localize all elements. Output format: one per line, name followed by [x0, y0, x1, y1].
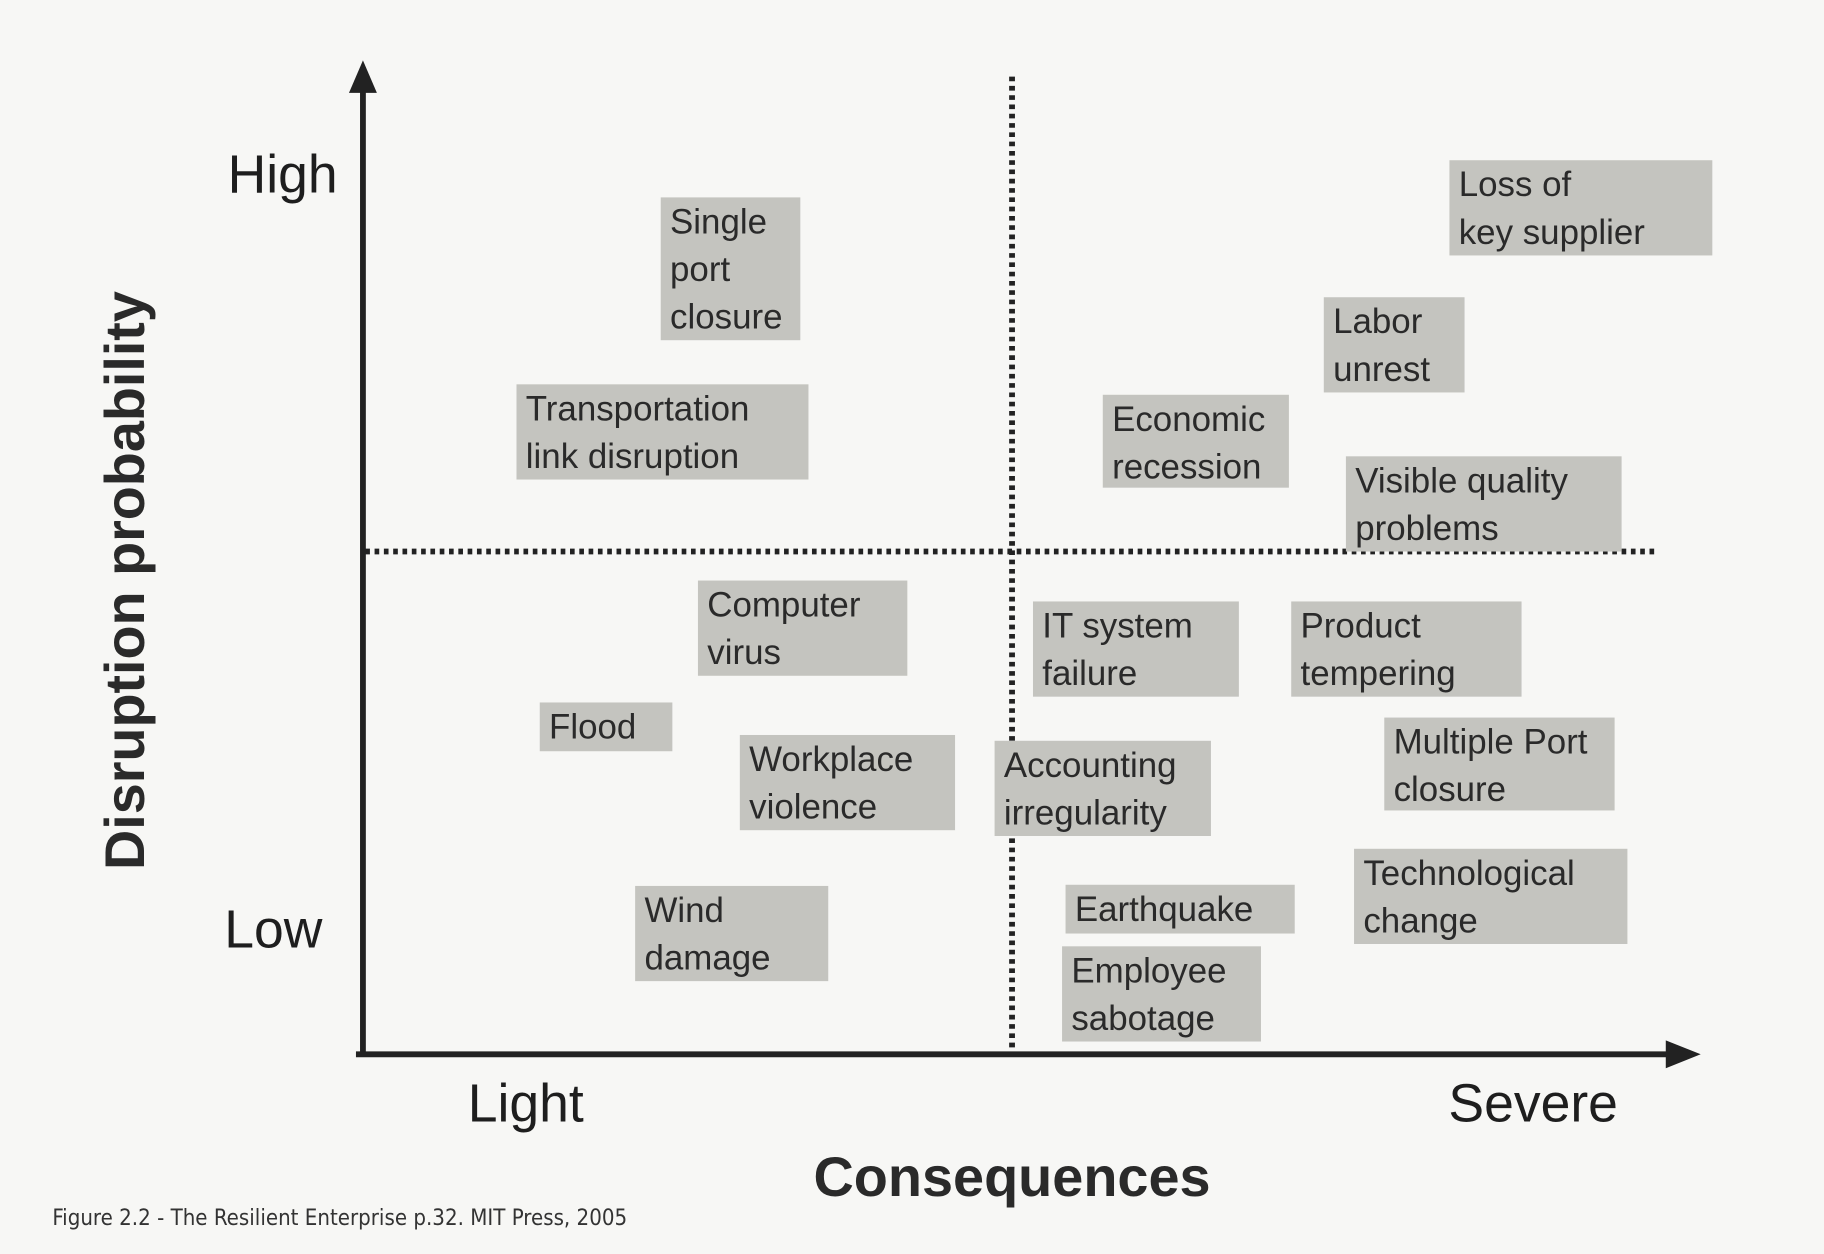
risk-item: Wind damage: [635, 885, 829, 982]
risk-item: Computer virus: [697, 580, 908, 676]
risk-label: Workplace: [749, 740, 913, 779]
risk-label: Technological: [1363, 854, 1574, 893]
y-high-label: High: [228, 146, 338, 205]
x-low-label: Light: [468, 1075, 584, 1134]
risk-item: Visible quality problems: [1345, 456, 1622, 552]
risk-box: [1449, 160, 1713, 256]
risk-label: Employee: [1071, 951, 1226, 990]
risk-box: [1102, 394, 1289, 488]
risk-label: Transportation: [526, 389, 750, 428]
caption: Figure 2.2 - The Resilient Enterprise p.…: [52, 1206, 627, 1231]
risk-label: sabotage: [1071, 999, 1215, 1038]
x-arrow: [1665, 1040, 1701, 1069]
risk-item: Economic recession: [1102, 394, 1289, 488]
risk-box: [697, 580, 908, 676]
risk-item: Earthquake: [1065, 884, 1295, 934]
risk-label: Labor: [1333, 302, 1423, 341]
risk-label: Computer: [707, 586, 861, 625]
risk-box: [1354, 848, 1628, 944]
risk-item: IT system failure: [1032, 601, 1239, 697]
risk-item: Loss of key supplier: [1449, 160, 1713, 256]
risk-box: [739, 734, 956, 831]
risk-item: Workplace violence: [739, 734, 956, 831]
risk-label: IT system: [1042, 606, 1193, 645]
risk-label: Earthquake: [1075, 890, 1253, 929]
risk-label: Economic: [1112, 400, 1265, 439]
risk-label: violence: [749, 788, 877, 827]
risk-label: Visible quality: [1355, 461, 1568, 500]
risk-box: [1291, 601, 1522, 697]
y-arrow: [348, 60, 377, 93]
risk-box: [635, 885, 829, 982]
risk-item: Labor unrest: [1323, 297, 1465, 393]
risk-box: [660, 197, 801, 341]
risk-item: Transportation link disruption: [516, 384, 809, 480]
items: Single port closure Transportation link disr…: [516, 160, 1713, 1042]
x-title: Consequences: [814, 1146, 1211, 1208]
risk-box: [1323, 297, 1465, 393]
risk-box: [1065, 884, 1295, 934]
risk-item: Technological change: [1354, 848, 1628, 944]
risk-label: Single: [670, 202, 767, 241]
risk-label: Multiple Port: [1394, 723, 1588, 762]
risk-label: damage: [644, 939, 770, 978]
risk-box: [1345, 456, 1622, 552]
risk-box: [1062, 946, 1261, 1042]
risk-label: Loss of: [1459, 165, 1572, 204]
risk-item: Accounting irregularity: [994, 740, 1211, 836]
risk-label: closure: [670, 298, 782, 337]
risk-label: Flood: [549, 707, 636, 746]
risk-label: recession: [1112, 447, 1261, 486]
risk-label: Wind: [644, 891, 723, 930]
risk-label: irregularity: [1004, 793, 1167, 832]
risk-label: unrest: [1333, 350, 1430, 389]
risk-label: Product: [1301, 606, 1422, 645]
risk-box: [994, 740, 1211, 836]
risk-item: Employee sabotage: [1062, 946, 1261, 1042]
x-high-label: Severe: [1448, 1075, 1618, 1134]
risk-label: tempering: [1301, 654, 1456, 693]
risk-box: [1384, 717, 1615, 811]
risk-label: virus: [707, 633, 781, 672]
risk-box: [516, 384, 809, 480]
risk-label: Accounting: [1004, 746, 1177, 785]
risk-label: failure: [1042, 654, 1137, 693]
risk-box: [539, 702, 673, 752]
risk-label: port: [670, 250, 730, 289]
risk-label: closure: [1394, 770, 1506, 809]
risk-item: Single port closure: [660, 197, 801, 341]
y-low-label: Low: [224, 901, 323, 960]
y-title: Disruption probability: [94, 291, 156, 870]
risk-item: Multiple Port closure: [1384, 717, 1615, 811]
risk-label: change: [1363, 901, 1477, 940]
risk-item: Flood: [539, 702, 673, 752]
risk-label: key supplier: [1459, 213, 1646, 252]
risk-label: problems: [1355, 509, 1499, 548]
risk-box: [1032, 601, 1239, 697]
risk-item: Product tempering: [1291, 601, 1522, 697]
risk-label: link disruption: [526, 437, 739, 476]
